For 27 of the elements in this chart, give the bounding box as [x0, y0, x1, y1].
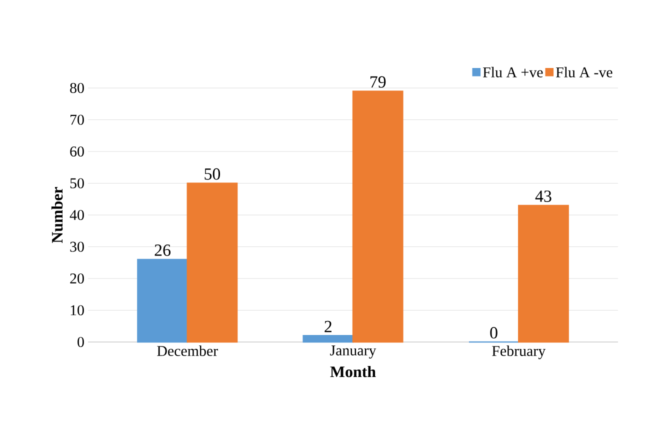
y-tick-label: 30 [70, 242, 84, 252]
x-tick-label: January [330, 346, 376, 359]
bar [518, 204, 569, 343]
y-tick-label: 10 [70, 305, 84, 316]
data-label: 2 [324, 320, 332, 332]
y-tick-label: 40 [70, 210, 84, 220]
bar [302, 335, 354, 343]
data-label: 43 [535, 190, 552, 202]
y-axis-title: Number [51, 187, 63, 244]
y-tick-label: 50 [70, 178, 84, 188]
legend-label: Flu A +ve [482, 66, 543, 78]
y-tick-label: 0 [78, 336, 84, 348]
bar [186, 182, 238, 343]
data-label: 26 [154, 244, 170, 256]
y-tick-label: 20 [70, 273, 84, 284]
data-label: 0 [490, 327, 498, 338]
data-label: 50 [204, 168, 220, 180]
x-axis-title: Month [330, 366, 376, 378]
y-tick-label: 80 [70, 82, 84, 94]
legend-label: Flu A -ve [556, 66, 612, 78]
x-tick-label: December [157, 346, 218, 356]
bar [137, 258, 188, 343]
y-tick-label: 70 [70, 114, 84, 125]
y-tick-label: 60 [70, 146, 84, 157]
x-tick-label: February [492, 346, 546, 360]
bar [352, 90, 404, 343]
data-label: 79 [370, 76, 386, 88]
